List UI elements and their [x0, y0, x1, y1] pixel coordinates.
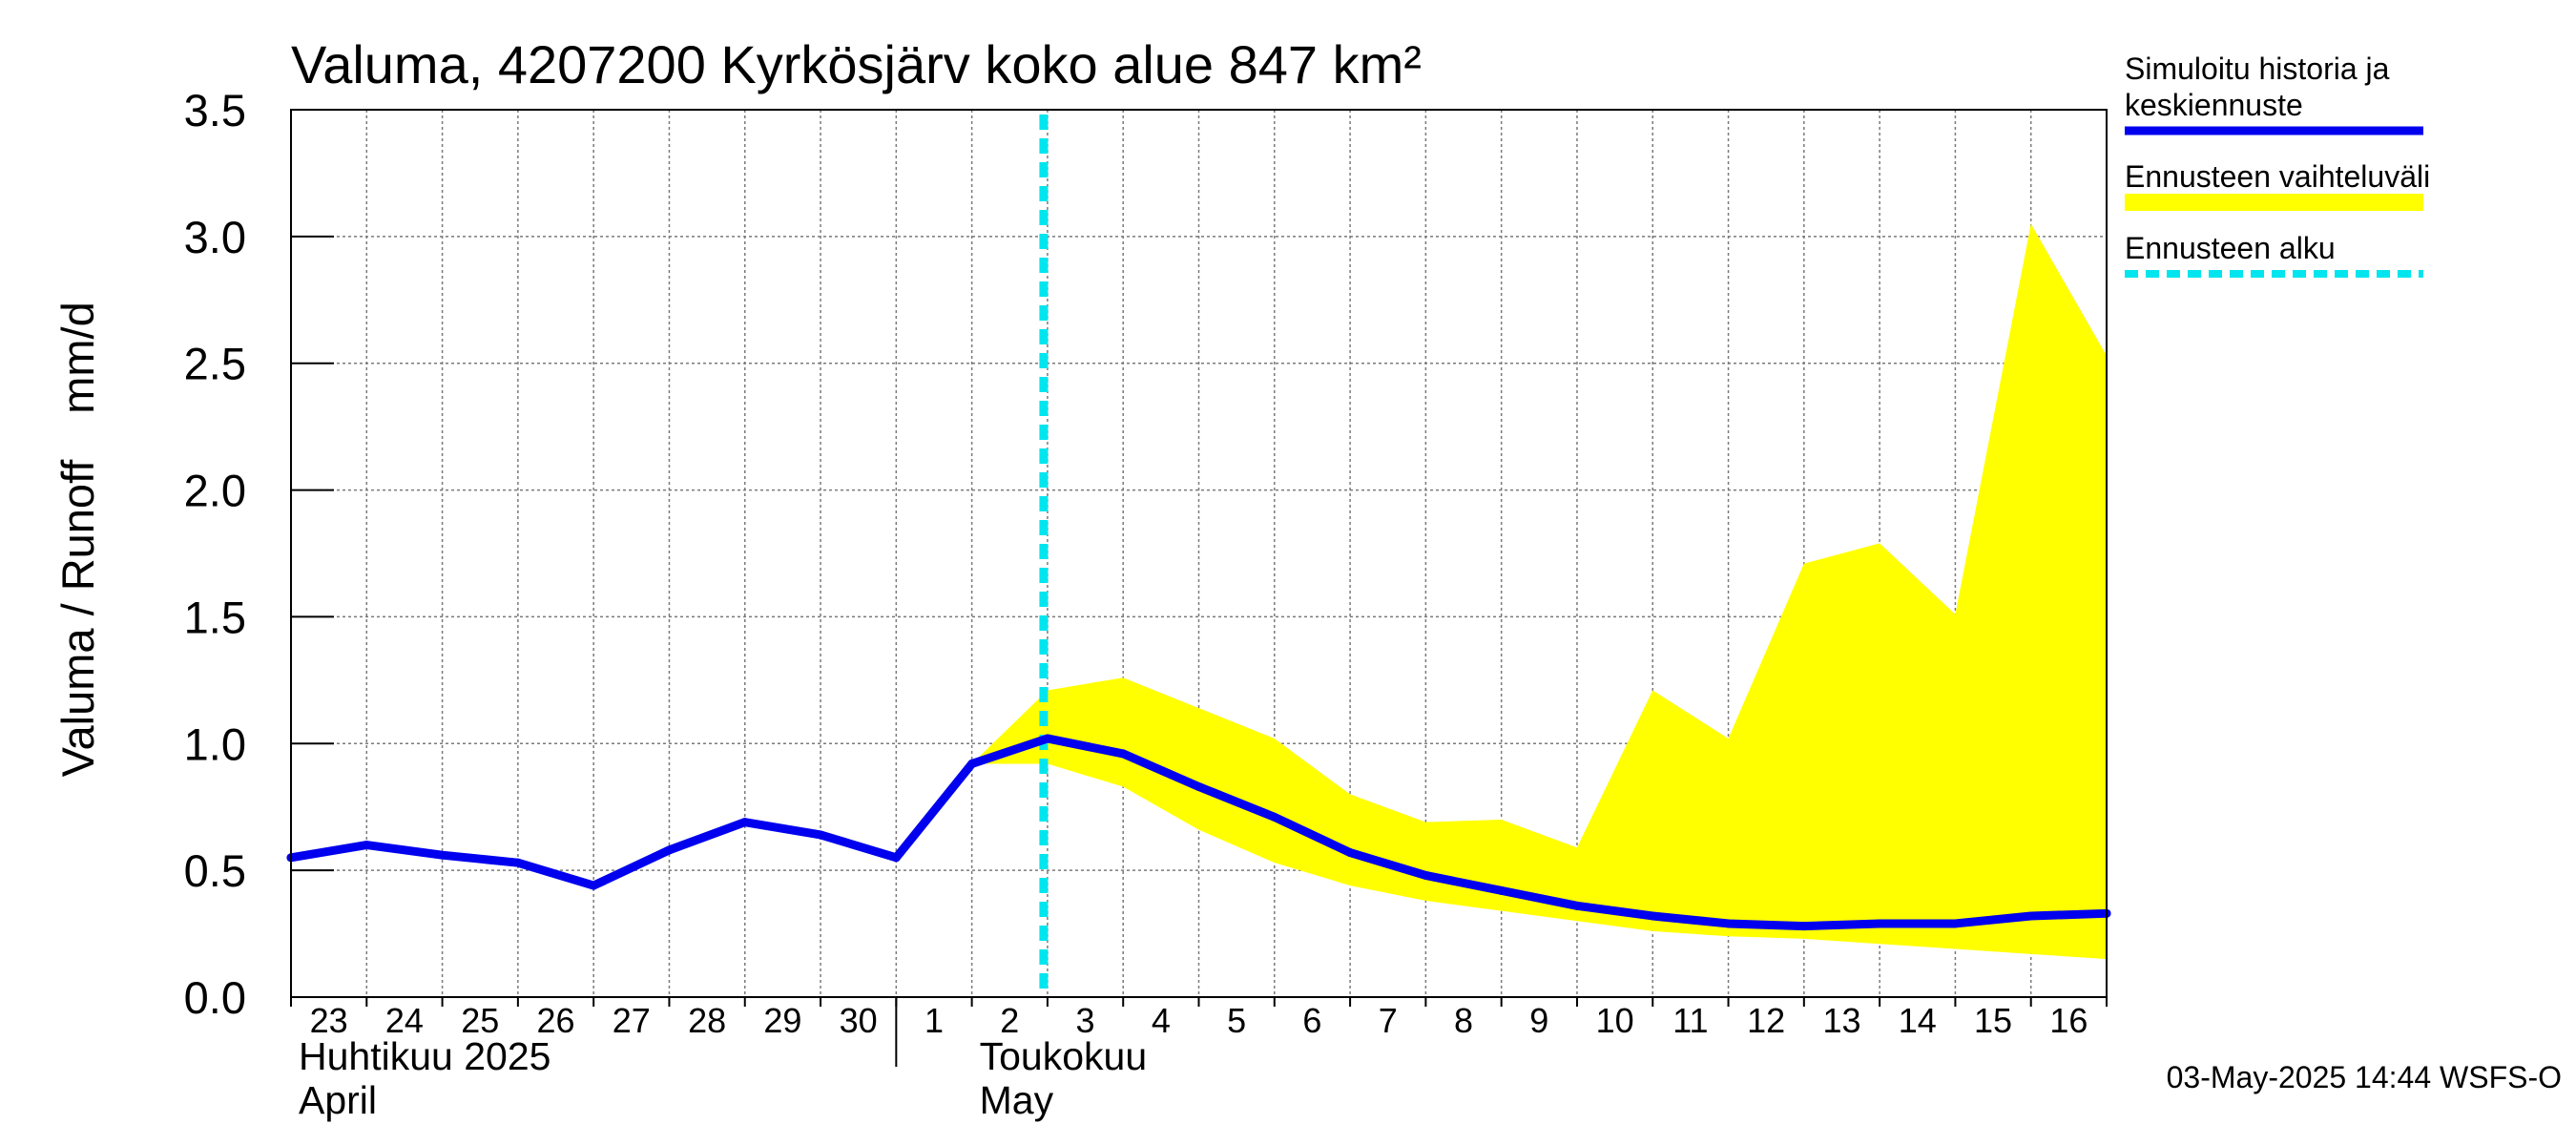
- x-tick-label: 1: [924, 1001, 944, 1040]
- simulated-series-point: [1270, 812, 1279, 822]
- forecast-range-band-layer: [971, 223, 2107, 960]
- simulated-series-point: [1724, 919, 1734, 928]
- x-tick-label: 3: [1076, 1001, 1095, 1040]
- x-tick-label: 9: [1529, 1001, 1548, 1040]
- month-label-fi: Huhtikuu 2025: [299, 1034, 551, 1078]
- timestamp: 03-May-2025 14:44 WSFS-O: [2167, 1060, 2562, 1094]
- y-tick-label: 2.5: [184, 339, 246, 389]
- simulated-series-point: [1799, 922, 1809, 931]
- simulated-series-point: [1118, 749, 1128, 759]
- x-tick-label: 16: [2049, 1001, 2088, 1040]
- x-tick-label: 13: [1822, 1001, 1860, 1040]
- forecast-range-band: [971, 223, 2107, 960]
- x-tick-label: 12: [1747, 1001, 1785, 1040]
- y-axis-unit-text: mm/d: [52, 302, 103, 414]
- x-tick-label: 30: [840, 1001, 878, 1040]
- x-tick-label: 27: [613, 1001, 651, 1040]
- simulated-series-point: [967, 760, 977, 769]
- x-tick-label: 10: [1596, 1001, 1634, 1040]
- legend-label: keskiennuste: [2125, 88, 2303, 122]
- x-tick-label: 15: [1974, 1001, 2012, 1040]
- x-tick-label: 2: [1000, 1001, 1019, 1040]
- simulated-series-point: [362, 841, 371, 850]
- simulated-series-point: [1195, 781, 1203, 791]
- x-tick-label: 5: [1227, 1001, 1246, 1040]
- month-label-en: April: [299, 1078, 377, 1122]
- simulated-series-point: [1345, 848, 1355, 858]
- month-label-fi: Toukokuu: [980, 1034, 1148, 1078]
- simulated-series-point: [891, 853, 901, 863]
- simulated-series-point: [589, 881, 598, 890]
- simulated-series-point: [1421, 870, 1430, 880]
- y-tick-label: 2.0: [184, 466, 246, 516]
- x-tick-label: 6: [1302, 1001, 1321, 1040]
- simulated-series-point: [1950, 919, 1960, 928]
- simulated-series-point: [816, 830, 825, 840]
- y-tick-label: 1.0: [184, 718, 246, 769]
- simulated-series-point: [1497, 885, 1506, 895]
- y-tick-label: 1.5: [184, 592, 246, 642]
- simulated-series-point: [513, 858, 523, 867]
- x-axis: 23 24 25 26 27 28 29 30 1 2 3 4 5 6 7 8 9 10 11 12 13 14 15 16H…: [290, 997, 2108, 1122]
- simulated-series-point: [1875, 919, 1884, 928]
- legend-label: Ennusteen alku: [2125, 231, 2336, 265]
- month-label-en: May: [980, 1078, 1054, 1122]
- y-axis-label: Valuma / Runoff mm/d: [52, 302, 103, 777]
- y-axis: 0.0 0.5 1.0 1.5 2.0 2.5 3.0 3.5: [184, 85, 334, 1023]
- simulated-series-point: [1648, 911, 1657, 921]
- x-tick-label: 23: [310, 1001, 348, 1040]
- simulated-series-point: [2026, 911, 2036, 921]
- x-tick-label: 25: [461, 1001, 499, 1040]
- y-tick-label: 3.0: [184, 212, 246, 262]
- x-tick-label: 28: [688, 1001, 726, 1040]
- simulated-series-point: [1043, 734, 1052, 743]
- x-tick-label: 14: [1899, 1001, 1937, 1040]
- simulated-series-point: [438, 850, 447, 860]
- x-tick-label: 4: [1152, 1001, 1171, 1040]
- simulated-series-point: [664, 845, 674, 855]
- legend-label: Simuloitu historia ja: [2125, 52, 2390, 86]
- x-tick-label: 8: [1454, 1001, 1473, 1040]
- simulated-series-layer: [286, 734, 2111, 931]
- chart-title: Valuma, 4207200 Kyrkösjärv koko alue 847…: [291, 34, 1422, 94]
- simulated-series-point: [740, 818, 750, 827]
- x-tick-label: 24: [385, 1001, 424, 1040]
- legend-label: Ennusteen vaihteluväli: [2125, 159, 2430, 194]
- x-tick-label: 7: [1379, 1001, 1398, 1040]
- y-tick-label: 3.5: [184, 85, 246, 135]
- simulated-series-point: [1572, 901, 1582, 910]
- y-axis-label-text: Valuma / Runoff: [52, 459, 103, 778]
- y-tick-label: 0.0: [184, 972, 246, 1023]
- x-tick-label: 11: [1672, 1001, 1708, 1040]
- y-tick-label: 0.5: [184, 845, 246, 896]
- x-tick-label: 26: [536, 1001, 574, 1040]
- x-tick-label: 29: [763, 1001, 801, 1040]
